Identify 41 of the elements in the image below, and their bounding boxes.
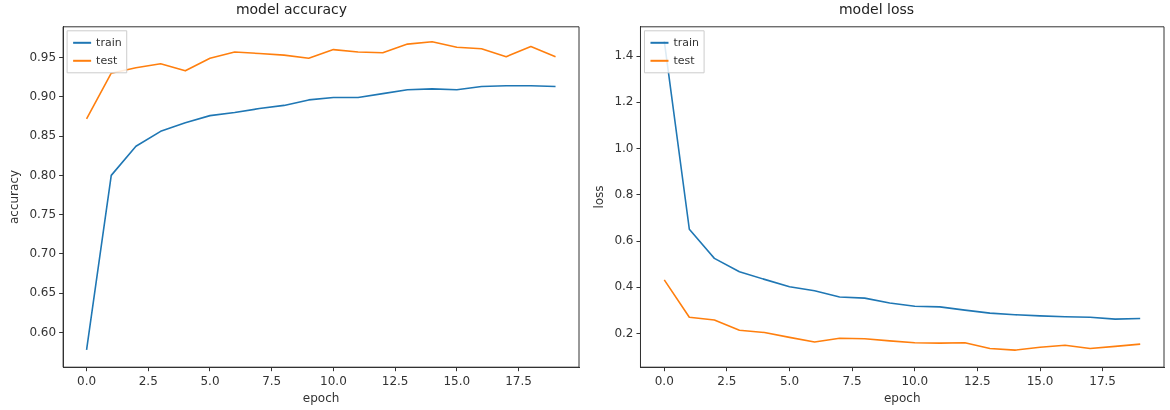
- x-tick-label: 2.5: [138, 373, 158, 388]
- x-tick-label: 12.5: [381, 373, 409, 388]
- x-axis-title: epoch: [883, 390, 921, 405]
- y-tick-label: 0.85: [29, 128, 57, 143]
- x-tick-label: 17.5: [505, 373, 532, 388]
- y-tick-label: 0.4: [614, 279, 634, 294]
- chart-title: model accuracy: [235, 1, 348, 18]
- x-tick-label: 15.0: [1026, 373, 1054, 388]
- x-tick-label: 10.0: [901, 373, 929, 388]
- x-tick-label: 15.0: [443, 373, 471, 388]
- y-tick-label: 0.2: [614, 325, 634, 340]
- y-tick-label: 0.80: [29, 167, 57, 182]
- x-tick-label: 0.0: [77, 373, 97, 388]
- chart-title: model loss: [838, 1, 915, 18]
- y-axis-title: loss: [592, 185, 607, 209]
- x-tick-label: 12.5: [964, 373, 991, 388]
- y-tick-label: 0.65: [29, 285, 57, 300]
- legend-label: test: [673, 53, 696, 67]
- x-tick-label: 5.0: [200, 373, 220, 388]
- x-tick-label: 10.0: [320, 373, 347, 388]
- x-tick-label: 0.0: [654, 373, 674, 388]
- y-tick-label: 1.4: [614, 48, 634, 63]
- x-tick-label: 5.0: [779, 373, 800, 388]
- x-tick-label: 17.5: [1089, 373, 1116, 388]
- y-tick-label: 0.6: [614, 233, 634, 248]
- legend-label: train: [673, 35, 700, 49]
- legend-label: test: [96, 53, 118, 67]
- y-tick-label: 0.60: [29, 324, 57, 339]
- y-tick-label: 0.90: [29, 88, 57, 103]
- y-tick-label: 0.70: [29, 246, 57, 261]
- legend-label: train: [96, 35, 122, 49]
- y-tick-label: 0.8: [614, 186, 634, 201]
- x-tick-label: 7.5: [262, 373, 282, 388]
- y-tick-label: 1.0: [614, 140, 634, 155]
- x-axis-title: epoch: [302, 390, 340, 405]
- y-tick-label: 1.2: [614, 94, 634, 109]
- y-axis-title: accuracy: [7, 169, 22, 225]
- y-tick-label: 0.75: [29, 206, 57, 221]
- x-tick-label: 2.5: [717, 373, 737, 388]
- y-tick-label: 0.95: [29, 49, 57, 64]
- x-tick-label: 7.5: [842, 373, 862, 388]
